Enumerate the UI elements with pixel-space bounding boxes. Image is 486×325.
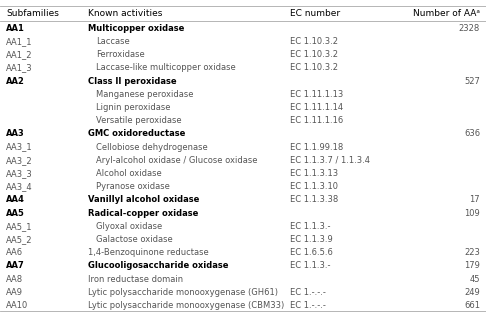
Text: 17: 17 [469, 195, 480, 204]
Text: 249: 249 [464, 288, 480, 297]
Text: AA2: AA2 [6, 77, 25, 85]
Text: EC 1.10.3.2: EC 1.10.3.2 [290, 63, 338, 72]
Text: EC 1.1.99.18: EC 1.1.99.18 [290, 143, 343, 151]
Text: EC 1.1.3.-: EC 1.1.3.- [290, 222, 330, 231]
Text: Glucooligosaccharide oxidase: Glucooligosaccharide oxidase [88, 261, 228, 270]
Text: Laccase: Laccase [96, 37, 130, 46]
Text: EC 1.10.3.2: EC 1.10.3.2 [290, 37, 338, 46]
Text: AA3_1: AA3_1 [6, 143, 33, 151]
Text: GMC oxidoreductase: GMC oxidoreductase [88, 129, 185, 138]
Text: AA3: AA3 [6, 129, 25, 138]
Text: Vanillyl alcohol oxidase: Vanillyl alcohol oxidase [88, 195, 199, 204]
Text: AA1_3: AA1_3 [6, 63, 33, 72]
Text: Number of AAᵃ: Number of AAᵃ [413, 9, 480, 18]
Text: 661: 661 [464, 301, 480, 310]
Text: AA1: AA1 [6, 24, 25, 33]
Text: AA5_2: AA5_2 [6, 235, 33, 244]
Text: EC 1.1.3.7 / 1.1.3.4: EC 1.1.3.7 / 1.1.3.4 [290, 156, 370, 165]
Text: Lytic polysaccharide monooxygenase (GH61): Lytic polysaccharide monooxygenase (GH61… [88, 288, 278, 297]
Text: 1,4-Benzoquinone reductase: 1,4-Benzoquinone reductase [88, 248, 209, 257]
Text: EC 1.1.3.10: EC 1.1.3.10 [290, 182, 338, 191]
Text: AA1_2: AA1_2 [6, 50, 33, 59]
Text: Ferroxidase: Ferroxidase [96, 50, 145, 59]
Text: AA4: AA4 [6, 195, 25, 204]
Text: AA9: AA9 [6, 288, 23, 297]
Text: 527: 527 [464, 77, 480, 85]
Text: 2328: 2328 [459, 24, 480, 33]
Text: Radical-copper oxidase: Radical-copper oxidase [88, 209, 198, 217]
Text: AA5_1: AA5_1 [6, 222, 33, 231]
Text: EC 1.-.-.-: EC 1.-.-.- [290, 288, 326, 297]
Text: EC number: EC number [290, 9, 340, 18]
Text: Alcohol oxidase: Alcohol oxidase [96, 169, 162, 178]
Text: Iron reductase domain: Iron reductase domain [88, 275, 183, 283]
Text: AA10: AA10 [6, 301, 28, 310]
Text: Lytic polysaccharide monooxygenase (CBM33): Lytic polysaccharide monooxygenase (CBM3… [88, 301, 284, 310]
Text: 636: 636 [464, 129, 480, 138]
Text: AA3_3: AA3_3 [6, 169, 33, 178]
Text: Subfamilies: Subfamilies [6, 9, 59, 18]
Text: Cellobiose dehydrogenase: Cellobiose dehydrogenase [96, 143, 208, 151]
Text: Aryl-alcohol oxidase / Glucose oxidase: Aryl-alcohol oxidase / Glucose oxidase [96, 156, 258, 165]
Text: Known activities: Known activities [88, 9, 162, 18]
Text: Galactose oxidase: Galactose oxidase [96, 235, 173, 244]
Text: EC 1.1.3.9: EC 1.1.3.9 [290, 235, 333, 244]
Text: EC 1.1.3.-: EC 1.1.3.- [290, 261, 330, 270]
Text: EC 1.11.1.13: EC 1.11.1.13 [290, 90, 343, 99]
Text: AA3_2: AA3_2 [6, 156, 33, 165]
Text: AA7: AA7 [6, 261, 25, 270]
Text: EC 1.1.3.13: EC 1.1.3.13 [290, 169, 338, 178]
Text: Glyoxal oxidase: Glyoxal oxidase [96, 222, 162, 231]
Text: AA6: AA6 [6, 248, 23, 257]
Text: Class II peroxidase: Class II peroxidase [88, 77, 176, 85]
Text: EC 1.6.5.6: EC 1.6.5.6 [290, 248, 333, 257]
Text: Manganese peroxidase: Manganese peroxidase [96, 90, 193, 99]
Text: AA3_4: AA3_4 [6, 182, 33, 191]
Text: Lignin peroxidase: Lignin peroxidase [96, 103, 171, 112]
Text: Versatile peroxidase: Versatile peroxidase [96, 116, 182, 125]
Text: Laccase-like multicopper oxidase: Laccase-like multicopper oxidase [96, 63, 236, 72]
Text: AA8: AA8 [6, 275, 23, 283]
Text: 179: 179 [464, 261, 480, 270]
Text: EC 1.11.1.16: EC 1.11.1.16 [290, 116, 343, 125]
Text: Pyranose oxidase: Pyranose oxidase [96, 182, 170, 191]
Text: Multicopper oxidase: Multicopper oxidase [88, 24, 184, 33]
Text: AA5: AA5 [6, 209, 25, 217]
Text: EC 1.-.-.-: EC 1.-.-.- [290, 301, 326, 310]
Text: 45: 45 [469, 275, 480, 283]
Text: AA1_1: AA1_1 [6, 37, 33, 46]
Text: 223: 223 [464, 248, 480, 257]
Text: EC 1.11.1.14: EC 1.11.1.14 [290, 103, 343, 112]
Text: EC 1.10.3.2: EC 1.10.3.2 [290, 50, 338, 59]
Text: EC 1.1.3.38: EC 1.1.3.38 [290, 195, 338, 204]
Text: 109: 109 [464, 209, 480, 217]
